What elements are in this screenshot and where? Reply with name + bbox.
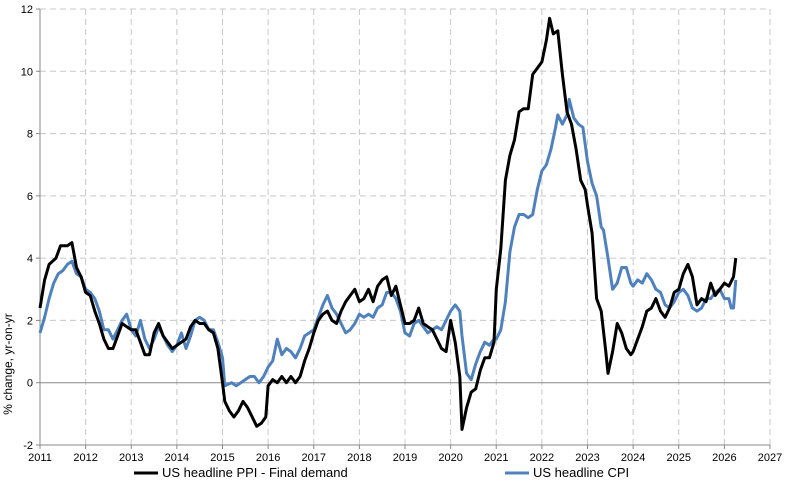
y-tick-label: 12 xyxy=(21,4,33,16)
x-tick-label: 2027 xyxy=(758,452,782,464)
x-tick-label: 2024 xyxy=(621,452,645,464)
legend-label: US headline PPI - Final demand xyxy=(162,465,348,480)
y-tick-label: -2 xyxy=(23,440,33,452)
x-tick-label: 2025 xyxy=(667,452,691,464)
y-tick-label: 10 xyxy=(21,66,33,78)
x-tick-label: 2023 xyxy=(575,452,599,464)
x-tick-label: 2017 xyxy=(302,452,326,464)
gridlines xyxy=(40,8,771,446)
y-axis-label: % change, yr-on-yr xyxy=(1,313,15,414)
x-tick-label: 2012 xyxy=(73,452,97,464)
x-tick-label: 2020 xyxy=(438,452,462,464)
x-tick-label: 2016 xyxy=(256,452,280,464)
x-tick-label: 2014 xyxy=(165,452,189,464)
x-axis-ticks: 2011 2012 2013 2014 2015 2016 2017 2018 2019 2020… xyxy=(28,445,782,464)
y-tick-label: 6 xyxy=(27,191,33,203)
legend: US headline PPI - Final demand US headlin… xyxy=(134,465,629,480)
x-tick-label: 2021 xyxy=(484,452,508,464)
series-cpi-line xyxy=(38,97,738,388)
series-lines xyxy=(38,16,738,431)
y-axis-ticks: -2 0 2 4 6 8 10 12 xyxy=(21,4,40,452)
x-tick-label: 2015 xyxy=(210,452,234,464)
legend-label: US headline CPI xyxy=(533,465,629,480)
y-tick-label: 4 xyxy=(27,253,33,265)
y-tick-label: 2 xyxy=(27,315,33,327)
x-tick-label: 2013 xyxy=(119,452,143,464)
series-ppi-line xyxy=(38,16,738,431)
y-tick-label: 8 xyxy=(27,129,33,141)
x-tick-label: 2018 xyxy=(347,452,371,464)
x-tick-label: 2019 xyxy=(393,452,417,464)
x-tick-label: 2026 xyxy=(712,452,736,464)
y-tick-label: 0 xyxy=(27,378,33,390)
x-tick-label: 2022 xyxy=(530,452,554,464)
x-tick-label: 2011 xyxy=(28,452,52,464)
